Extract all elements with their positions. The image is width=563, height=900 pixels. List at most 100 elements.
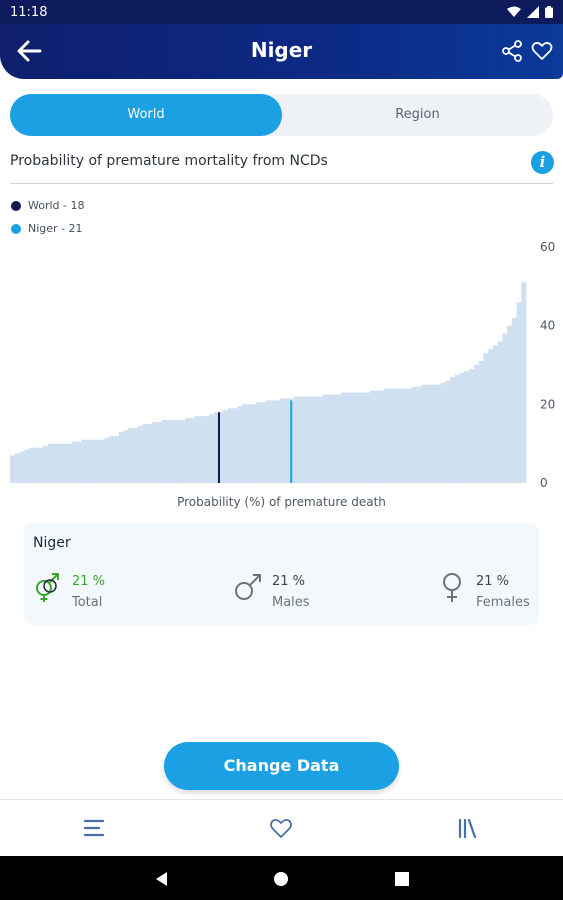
stat-males-label: Males	[272, 595, 310, 610]
library-icon[interactable]	[457, 816, 481, 840]
chart-bar	[137, 425, 143, 483]
chart-bar	[161, 420, 167, 483]
legend-dot-niger	[11, 223, 21, 234]
chart-bar	[365, 392, 371, 483]
male-icon	[235, 574, 261, 600]
recents-square-icon[interactable]	[392, 869, 412, 889]
share-icon[interactable]	[501, 40, 523, 62]
stat-females-value: 21 %	[476, 574, 510, 589]
toggle-world[interactable]: World	[10, 94, 282, 136]
chart-bar	[464, 370, 470, 483]
chart-bar	[317, 396, 323, 483]
legend-label-niger: Niger - 21	[28, 222, 83, 235]
chart-bar	[152, 422, 158, 483]
chart-bar	[279, 398, 285, 483]
chart-bar	[374, 390, 380, 483]
chart-bar	[459, 372, 465, 483]
chart-bar	[33, 447, 39, 483]
chart-bar	[398, 388, 404, 483]
chart-bar	[19, 451, 25, 483]
chart-bar	[497, 341, 503, 483]
chart-bar	[336, 394, 342, 483]
chart-bar	[445, 380, 451, 483]
chart-bar	[156, 422, 162, 483]
chart-bar	[312, 396, 318, 483]
chart-bar	[454, 374, 461, 483]
chart-legend: World - 18 Niger - 21	[11, 194, 84, 240]
chart-bar	[322, 394, 328, 483]
stat-females-label: Females	[476, 595, 530, 610]
back-triangle-icon[interactable]	[152, 869, 172, 889]
chart-bar	[350, 392, 356, 483]
chart-bar	[232, 408, 238, 483]
chart-bar	[298, 396, 304, 483]
arrow-left-icon[interactable]	[14, 37, 44, 65]
chart-bar	[114, 435, 120, 483]
legend-item-niger: Niger - 21	[11, 217, 84, 240]
chart-x-axis-label: Probability (%) of premature death	[177, 495, 386, 509]
chart-bar	[213, 412, 219, 483]
chart-bar	[407, 388, 413, 483]
chart-bar	[270, 400, 276, 483]
chart-bar	[379, 390, 385, 483]
divider	[10, 183, 553, 184]
chart-bar	[90, 439, 96, 483]
chart-bar	[14, 453, 20, 483]
signal-icon	[527, 6, 539, 18]
chart-bar	[194, 416, 200, 483]
chart-bar	[516, 302, 522, 483]
chart-bar	[417, 386, 423, 483]
chart-bar	[71, 441, 77, 483]
home-circle-icon[interactable]	[271, 869, 291, 889]
chart-bar	[502, 333, 508, 483]
section-title: Probability of premature mortality from …	[10, 153, 328, 169]
chart-bar	[331, 394, 337, 483]
mortality-chart: 0 20 40 60	[10, 240, 555, 490]
stat-total-value: 21 %	[72, 574, 106, 589]
summary-country: Niger	[33, 535, 71, 551]
stat-females: 21 % Females	[436, 571, 530, 613]
chart-bar	[123, 429, 129, 483]
battery-icon	[545, 6, 553, 18]
status-bar: 11:18	[0, 0, 563, 24]
legend-item-world: World - 18	[11, 194, 84, 217]
chart-bar	[294, 396, 300, 483]
chart-bar	[38, 447, 44, 483]
chart-bar	[147, 424, 153, 483]
info-icon[interactable]: i	[531, 151, 554, 174]
chart-bar	[355, 392, 361, 483]
gender-total-icon	[36, 573, 59, 602]
chart-bar	[341, 392, 347, 483]
chart-bar	[346, 392, 352, 483]
chart-bar	[81, 439, 87, 483]
chart-bar	[76, 441, 82, 483]
chart-bar	[99, 439, 105, 483]
chart-bar	[393, 388, 399, 483]
chart-bar	[180, 420, 186, 483]
chart-bar	[473, 365, 479, 483]
chart-bar	[208, 414, 214, 483]
chart-bar	[241, 404, 247, 483]
chart-bar	[185, 418, 191, 483]
page-title: Niger	[250, 38, 313, 62]
chart-bar	[128, 427, 134, 483]
chart-y-tick-label: 20	[540, 397, 555, 411]
chart-bar	[170, 420, 176, 483]
chart-bar	[52, 443, 58, 483]
chart-bar	[521, 282, 527, 483]
chart-bar	[478, 361, 484, 483]
toggle-region[interactable]: Region	[395, 107, 440, 122]
heart-outline-icon[interactable]	[269, 816, 293, 840]
chart-bar	[237, 406, 243, 483]
chart-bar	[118, 431, 124, 483]
chart-bar	[246, 404, 252, 483]
chart-bar	[227, 408, 233, 483]
change-data-button[interactable]: Change Data	[164, 742, 399, 790]
chart-bar	[256, 402, 262, 483]
chart-bar	[488, 349, 494, 483]
chart-bar	[251, 404, 257, 483]
menu-icon[interactable]	[83, 816, 107, 840]
heart-outline-icon[interactable]	[531, 40, 553, 62]
chart-bar	[412, 386, 418, 483]
chart-bar	[360, 392, 366, 483]
